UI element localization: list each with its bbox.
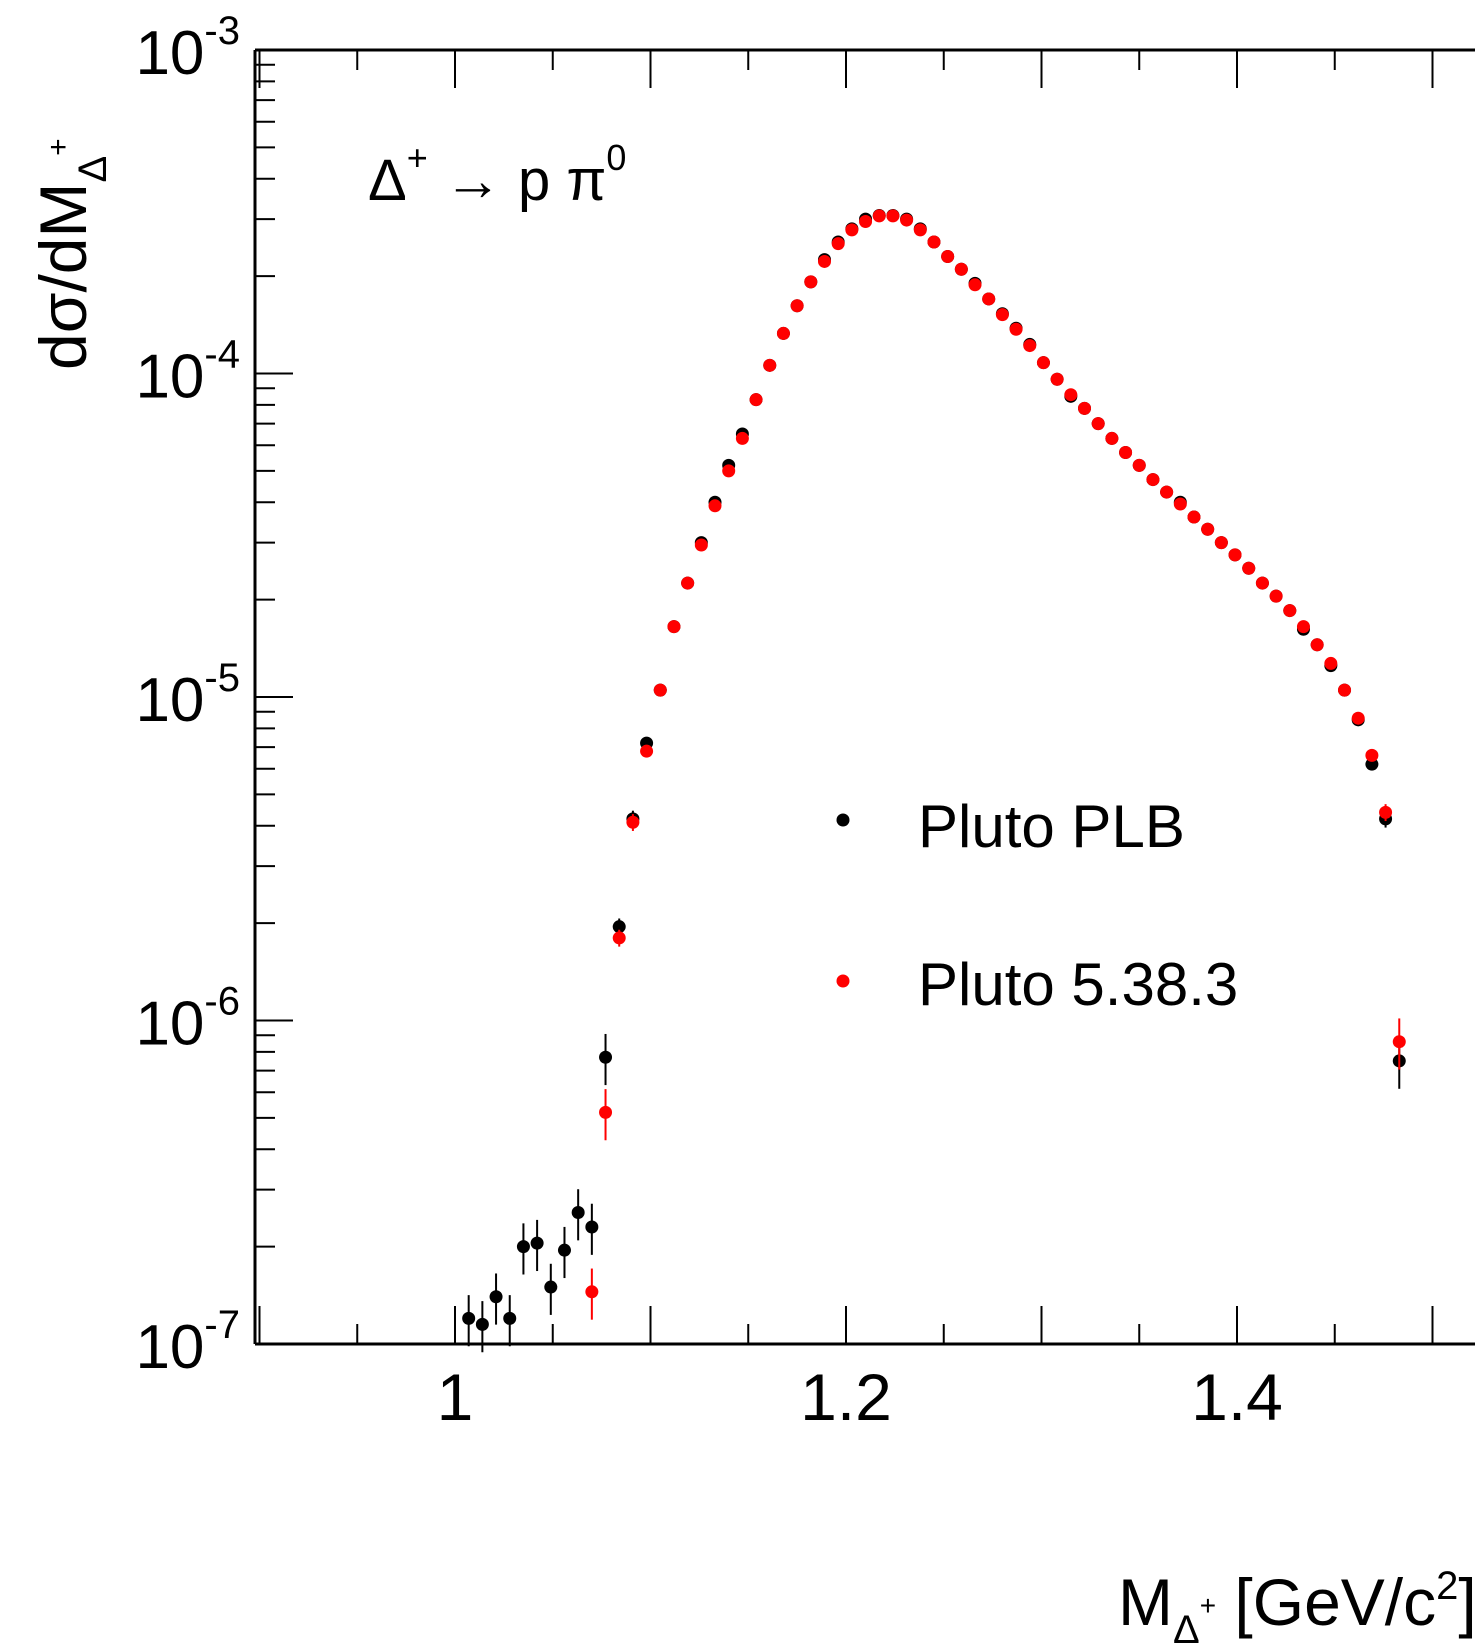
data-point-pluto-5-38-3 (1050, 372, 1064, 386)
x-tick-label: 1.2 (800, 1360, 892, 1434)
data-point-pluto-5-38-3 (900, 213, 914, 227)
data-point-pluto-5-38-3 (1187, 510, 1201, 524)
legend-marker-pluto-5-38-3 (836, 974, 850, 988)
data-point-pluto-5-38-3 (1009, 322, 1023, 336)
data-point-pluto-5-38-3 (982, 292, 996, 306)
data-point-pluto-5-38-3 (1064, 388, 1078, 402)
data-point-pluto-5-38-3 (1228, 548, 1242, 562)
data-point-pluto-plb (489, 1290, 503, 1304)
data-point-pluto-5-38-3 (872, 209, 886, 223)
x-axis-label: MΔ+ [GeV/c2] (1118, 1564, 1475, 1645)
data-point-pluto-5-38-3 (1201, 522, 1215, 536)
y-tick-label: 10-4 (135, 333, 240, 412)
data-point-pluto-5-38-3 (1310, 638, 1324, 652)
data-point-pluto-5-38-3 (1146, 473, 1160, 487)
axis-tick-labels: 1 1.2 1.4 10-3 10-4 10-5 10-6 10-7 (135, 9, 1282, 1434)
y-tick-label: 10-6 (135, 980, 240, 1059)
data-point-pluto-plb (503, 1311, 517, 1325)
data-point-pluto-5-38-3 (1078, 401, 1092, 415)
y-tick-label: 10-3 (135, 9, 240, 88)
data-point-pluto-5-38-3 (722, 464, 736, 478)
data-point-pluto-5-38-3 (1036, 356, 1050, 370)
data-point-pluto-5-38-3 (859, 215, 873, 229)
data-point-pluto-5-38-3 (1214, 536, 1228, 550)
data-point-pluto-5-38-3 (653, 683, 667, 697)
data-point-pluto-5-38-3 (585, 1285, 599, 1299)
data-point-pluto-5-38-3 (1105, 431, 1119, 445)
data-point-pluto-5-38-3 (694, 538, 708, 552)
data-point-pluto-5-38-3 (845, 223, 859, 237)
data-point-pluto-5-38-3 (913, 223, 927, 237)
data-point-pluto-plb (599, 1050, 613, 1064)
legend: Pluto PLB Pluto 5.38.3 (836, 793, 1238, 1018)
data-point-pluto-5-38-3 (1023, 339, 1037, 353)
data-point-pluto-5-38-3 (640, 744, 654, 758)
data-point-pluto-plb (462, 1311, 476, 1325)
y-tick-label: 10-5 (135, 656, 240, 735)
y-axis-label: dσ/dMΔ+ (26, 138, 115, 370)
legend-label-pluto-5-38-3: Pluto 5.38.3 (918, 951, 1238, 1018)
data-point-pluto-plb (612, 920, 626, 934)
data-point-pluto-5-38-3 (1173, 497, 1187, 511)
data-point-pluto-5-38-3 (749, 393, 763, 407)
data-point-pluto-5-38-3 (1119, 445, 1133, 459)
data-point-pluto-5-38-3 (1379, 805, 1393, 819)
data-point-pluto-5-38-3 (954, 262, 968, 276)
data-point-pluto-5-38-3 (1392, 1035, 1406, 1049)
data-point-pluto-5-38-3 (1132, 458, 1146, 472)
data-point-pluto-plb (544, 1280, 558, 1294)
axis-ticks (255, 49, 1434, 1345)
data-point-pluto-5-38-3 (735, 431, 749, 445)
data-point-pluto-5-38-3 (776, 326, 790, 340)
data-point-pluto-5-38-3 (1365, 748, 1379, 762)
data-point-pluto-5-38-3 (1255, 576, 1269, 590)
x-tick-label: 1 (437, 1360, 474, 1434)
data-point-pluto-5-38-3 (1269, 589, 1283, 603)
data-point-pluto-5-38-3 (1283, 604, 1297, 618)
data-point-pluto-5-38-3 (790, 299, 804, 313)
data-point-pluto-5-38-3 (1324, 656, 1338, 670)
data-point-pluto-5-38-3 (681, 576, 695, 590)
data-points (462, 208, 1406, 1353)
data-point-pluto-plb (475, 1317, 489, 1331)
data-point-pluto-5-38-3 (1242, 561, 1256, 575)
y-tick-label: 10-7 (135, 1303, 240, 1382)
data-point-pluto-plb (557, 1243, 571, 1257)
data-point-pluto-5-38-3 (1160, 485, 1174, 499)
data-point-pluto-5-38-3 (1351, 711, 1365, 725)
legend-label-pluto-plb: Pluto PLB (918, 793, 1185, 860)
data-point-pluto-5-38-3 (886, 209, 900, 223)
data-point-pluto-5-38-3 (1091, 417, 1105, 431)
data-point-pluto-5-38-3 (599, 1105, 613, 1119)
data-point-pluto-5-38-3 (612, 931, 626, 945)
data-point-pluto-plb (585, 1220, 599, 1234)
data-point-pluto-plb (516, 1240, 530, 1254)
data-point-pluto-5-38-3 (941, 249, 955, 263)
data-point-pluto-5-38-3 (995, 308, 1009, 322)
data-point-pluto-5-38-3 (927, 235, 941, 249)
data-point-pluto-5-38-3 (804, 275, 818, 289)
data-point-pluto-plb (571, 1205, 585, 1219)
decay-annotation: Δ+ → p π0 (368, 137, 626, 213)
x-tick-label: 1.4 (1191, 1360, 1283, 1434)
data-point-pluto-5-38-3 (708, 499, 722, 513)
data-point-pluto-5-38-3 (1296, 620, 1310, 634)
data-point-pluto-plb (530, 1236, 544, 1250)
data-point-pluto-5-38-3 (626, 815, 640, 829)
plot-frame (253, 48, 1475, 1346)
data-point-pluto-5-38-3 (817, 254, 831, 268)
data-point-pluto-5-38-3 (831, 237, 845, 251)
data-point-pluto-5-38-3 (1338, 683, 1352, 697)
data-point-pluto-5-38-3 (968, 278, 982, 292)
data-point-pluto-5-38-3 (667, 620, 681, 634)
legend-marker-pluto-plb (836, 813, 850, 827)
data-point-pluto-5-38-3 (763, 358, 777, 372)
